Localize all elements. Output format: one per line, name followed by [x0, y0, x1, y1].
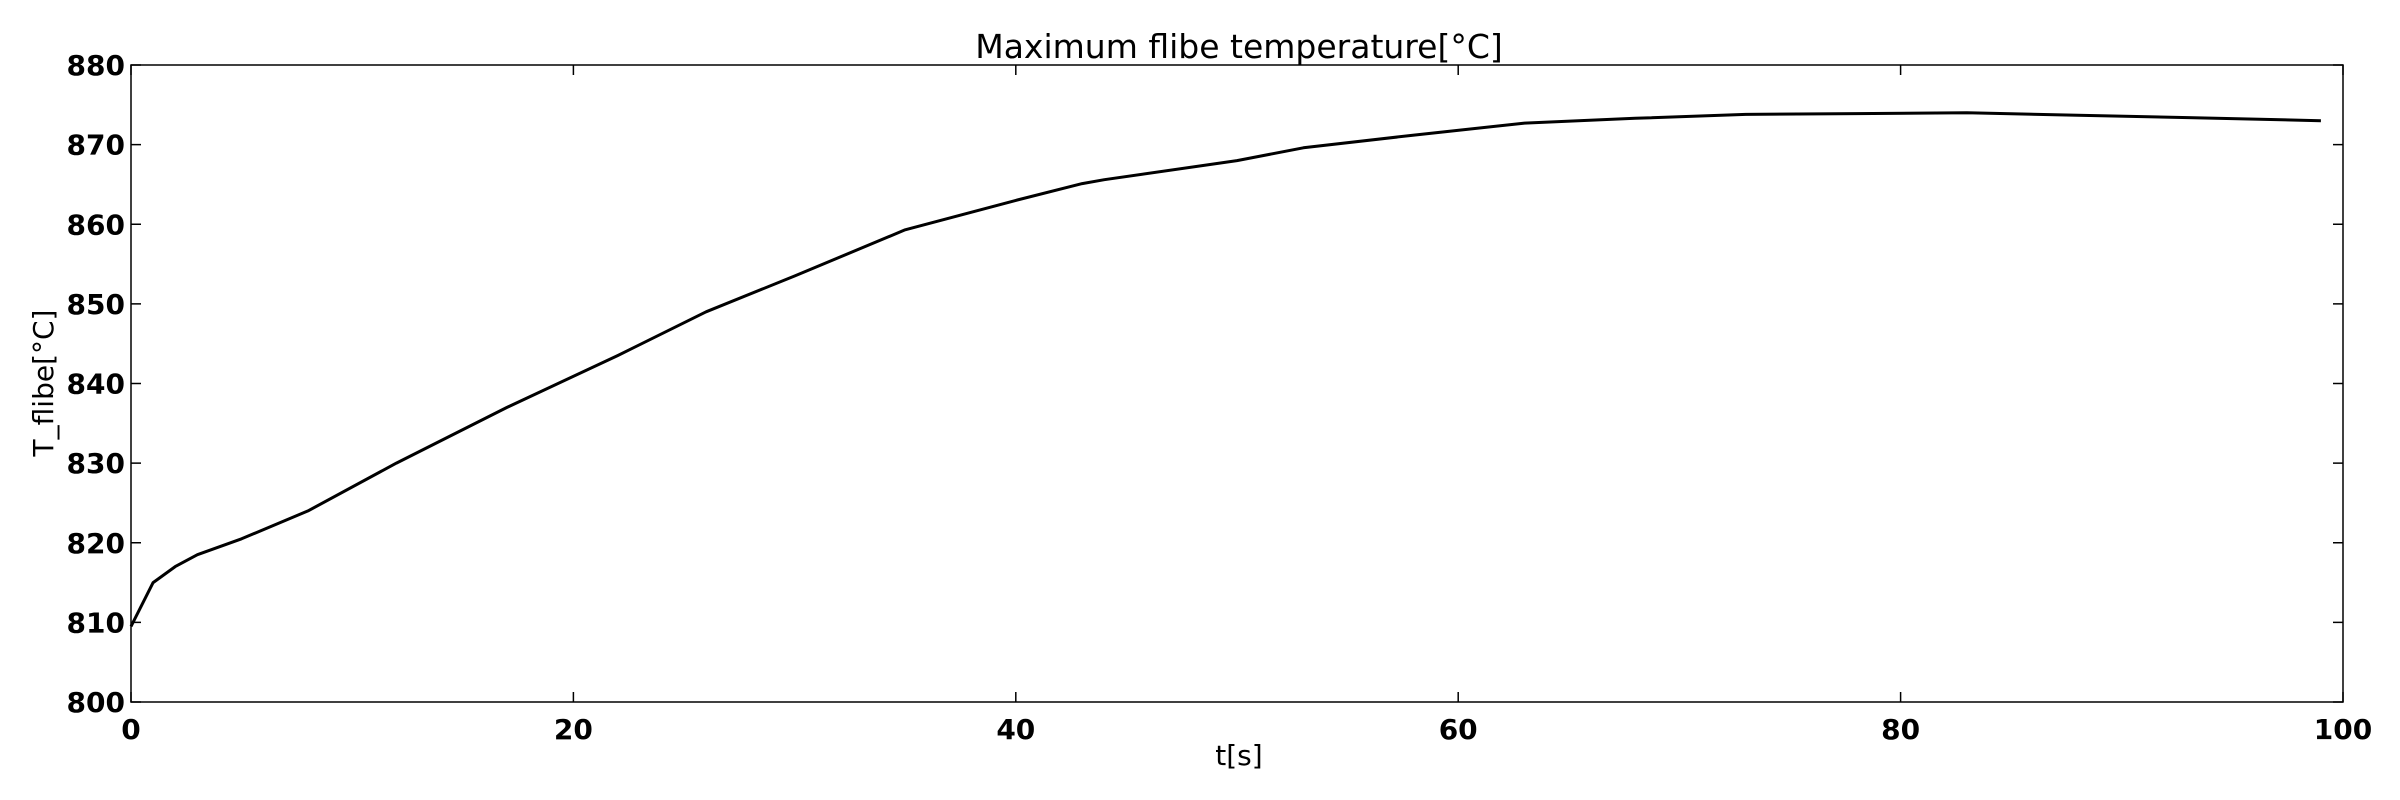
- x-axis: 0 20 40 60 80 100: [121, 65, 2372, 746]
- temperature-series-line: [129, 111, 2321, 628]
- x-axis-label: t[s]: [1215, 739, 1262, 772]
- y-tick-label: 840: [67, 368, 125, 401]
- x-tick-label: 60: [1439, 713, 1478, 746]
- y-tick-label: 880: [67, 49, 125, 82]
- x-tick-label: 0: [121, 713, 140, 746]
- y-tick-label: 850: [67, 288, 125, 321]
- y-tick-label: 800: [67, 686, 125, 719]
- y-tick-label: 830: [67, 447, 125, 480]
- y-tick-label: 810: [67, 606, 125, 639]
- x-tick-label: 40: [996, 713, 1035, 746]
- y-axis-label: T_flibe[°C]: [27, 310, 60, 458]
- x-tick-label: 80: [1881, 713, 1920, 746]
- x-tick-label: 20: [554, 713, 593, 746]
- y-axis: 800 810 820 830 840 850 860 870 880: [67, 49, 2343, 719]
- chart-title: Maximum flibe temperature[°C]: [975, 27, 1503, 66]
- x-tick-label: 100: [2314, 713, 2372, 746]
- y-tick-label: 860: [67, 208, 125, 241]
- y-tick-label: 870: [67, 129, 125, 162]
- series-group: [129, 111, 2321, 628]
- y-tick-label: 820: [67, 527, 125, 560]
